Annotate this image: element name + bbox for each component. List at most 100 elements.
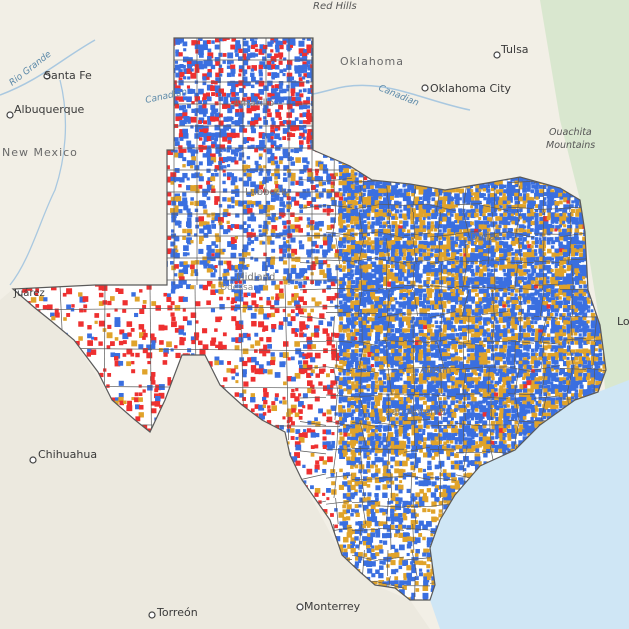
coverage-patch xyxy=(234,152,239,157)
coverage-patch xyxy=(222,188,228,193)
coverage-patch xyxy=(454,220,458,224)
coverage-patch xyxy=(342,180,348,186)
coverage-patch xyxy=(254,120,259,125)
coverage-patch xyxy=(234,120,241,126)
coverage-patch xyxy=(178,224,182,228)
coverage-patch xyxy=(182,228,187,234)
coverage-patch xyxy=(290,80,297,87)
coverage-patch xyxy=(214,137,219,142)
coverage-patch xyxy=(550,192,556,199)
coverage-patch xyxy=(527,244,532,249)
coverage-patch xyxy=(238,65,245,71)
coverage-patch xyxy=(415,204,421,211)
coverage-patch xyxy=(278,60,283,65)
coverage-patch xyxy=(350,173,357,179)
coverage-patch xyxy=(414,233,420,240)
coverage-patch xyxy=(483,196,487,201)
coverage-patch xyxy=(318,161,324,167)
coverage-patch xyxy=(242,169,246,173)
coverage-patch xyxy=(298,136,302,140)
coverage-patch xyxy=(226,38,230,40)
coverage-patch xyxy=(187,116,192,122)
coverage-patch xyxy=(218,88,225,94)
coverage-patch xyxy=(378,268,385,274)
coverage-patch xyxy=(526,193,530,197)
coverage-patch xyxy=(298,48,305,55)
coverage-patch xyxy=(306,105,311,109)
coverage-patch xyxy=(466,200,471,205)
coverage-patch xyxy=(262,144,266,148)
coverage-patch xyxy=(418,236,422,241)
coverage-patch xyxy=(470,264,474,268)
coverage-patch xyxy=(290,237,296,243)
coverage-patch xyxy=(247,53,252,58)
coverage-patch xyxy=(226,72,232,78)
coverage-patch xyxy=(218,260,224,266)
coverage-patch xyxy=(455,265,460,270)
coverage-patch xyxy=(258,89,265,95)
coverage-patch xyxy=(302,120,307,124)
coverage-patch xyxy=(563,236,568,242)
coverage-patch xyxy=(282,73,286,77)
coverage-patch xyxy=(299,192,306,199)
coverage-patch xyxy=(215,148,221,154)
coverage-patch xyxy=(206,92,211,97)
coverage-patch xyxy=(182,92,186,96)
coverage-patch xyxy=(343,168,350,174)
coverage-patch xyxy=(230,88,236,95)
coverage-patch xyxy=(502,220,508,226)
coverage-patch xyxy=(567,232,572,237)
coverage-patch xyxy=(402,248,407,253)
coverage-patch xyxy=(239,88,244,93)
coverage-patch xyxy=(222,38,227,42)
coverage-patch xyxy=(455,188,460,193)
coverage-patch xyxy=(303,49,309,55)
coverage-patch xyxy=(230,128,236,134)
coverage-patch xyxy=(230,80,236,86)
coverage-patch xyxy=(438,224,443,229)
coverage-patch xyxy=(198,221,205,227)
coverage-patch xyxy=(295,256,301,263)
coverage-patch xyxy=(506,188,513,194)
coverage-patch xyxy=(462,256,468,262)
coverage-patch xyxy=(242,244,249,251)
coverage-patch xyxy=(554,213,561,220)
coverage-patch xyxy=(382,208,388,213)
coverage-patch xyxy=(462,216,466,221)
coverage-patch xyxy=(326,236,333,243)
coverage-patch xyxy=(554,228,558,232)
coverage-patch xyxy=(574,232,579,238)
coverage-patch xyxy=(494,268,498,272)
coverage-patch xyxy=(482,208,488,213)
coverage-patch xyxy=(243,200,248,205)
coverage-patch xyxy=(535,196,539,200)
coverage-patch xyxy=(274,133,280,140)
coverage-patch xyxy=(222,180,226,185)
coverage-patch xyxy=(447,196,454,203)
coverage-patch xyxy=(291,248,298,255)
coverage-patch xyxy=(499,241,504,246)
coverage-patch xyxy=(278,52,284,58)
river-rio-grande xyxy=(9,79,67,286)
coverage-patch xyxy=(271,60,275,65)
coverage-patch xyxy=(259,168,264,173)
coverage-patch xyxy=(346,177,352,182)
coverage-patch xyxy=(490,180,496,186)
coverage-patch xyxy=(395,204,399,209)
coverage-patch xyxy=(247,120,252,125)
coverage-patch xyxy=(219,148,223,153)
coverage-patch xyxy=(518,244,522,249)
coverage-patch xyxy=(398,236,403,241)
coverage-patch xyxy=(287,96,293,102)
coverage-patch xyxy=(234,269,238,273)
coverage-patch xyxy=(434,268,440,274)
coverage-patch xyxy=(502,256,507,261)
coverage-patch xyxy=(494,204,500,210)
coverage-patch xyxy=(295,228,300,233)
coverage-patch xyxy=(390,256,397,263)
coverage-patch xyxy=(222,136,228,142)
coverage-patch xyxy=(502,268,506,273)
coverage-patch xyxy=(379,237,383,241)
